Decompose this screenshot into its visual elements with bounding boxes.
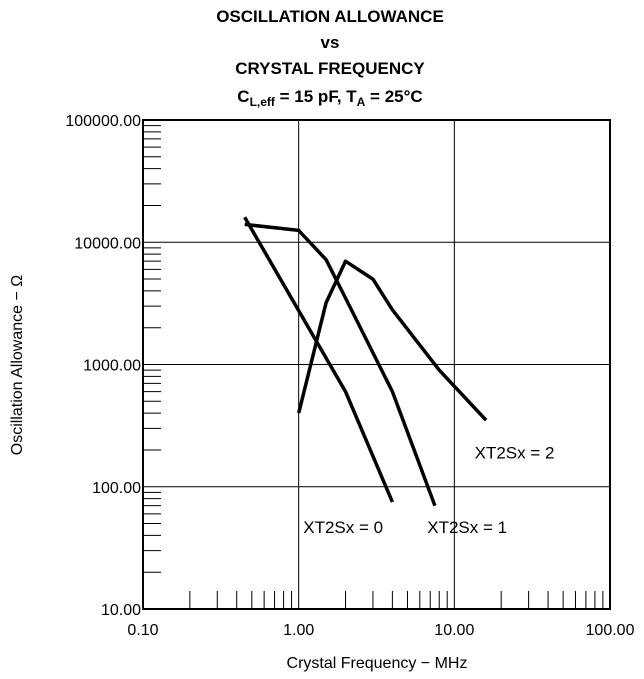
- x-axis-label: Crystal Frequency − MHz: [287, 655, 468, 672]
- x-tick-label: 100.00: [586, 622, 635, 639]
- x-tick-label: 10.00: [434, 622, 474, 639]
- y-tick-label: 1000.00: [83, 358, 141, 375]
- y-tick-label: 100.00: [92, 480, 141, 497]
- series-line-0: [243, 216, 395, 503]
- chart-title-line-3: CRYSTAL FREQUENCY: [235, 59, 425, 78]
- x-tick-label: 0.10: [127, 622, 158, 639]
- y-tick-label: 10000.00: [74, 235, 141, 252]
- series-label-1: XT2Sx = 1: [427, 518, 507, 537]
- title-t-subscript: A: [357, 95, 366, 109]
- title-end: = 25°C: [365, 87, 422, 106]
- y-tick-label: 10.00: [101, 602, 141, 619]
- plot-frame: [142, 119, 611, 610]
- title-mid: = 15 pF, T: [275, 87, 357, 106]
- series-line-2: [297, 259, 488, 422]
- y-tick-label: 100000.00: [65, 113, 141, 130]
- chart-title-line-4: CL,eff = 15 pF, TA = 25°C: [237, 87, 422, 109]
- chart-title-line-2: vs: [321, 33, 340, 52]
- chart-title-line-1: OSCILLATION ALLOWANCE: [216, 7, 444, 26]
- title-c: C: [237, 87, 249, 106]
- series-label-2: XT2Sx = 2: [475, 444, 555, 463]
- y-axis-label: Oscillation Allowance − Ω: [9, 275, 26, 456]
- series-label-0: XT2Sx = 0: [303, 518, 383, 537]
- title-c-subscript: L,eff: [250, 95, 276, 109]
- plot-area: 0.10 1.00 10.00 100.00 10.00 100.00 1000.00 100…: [65, 113, 634, 639]
- x-tick-label: 1.00: [283, 622, 314, 639]
